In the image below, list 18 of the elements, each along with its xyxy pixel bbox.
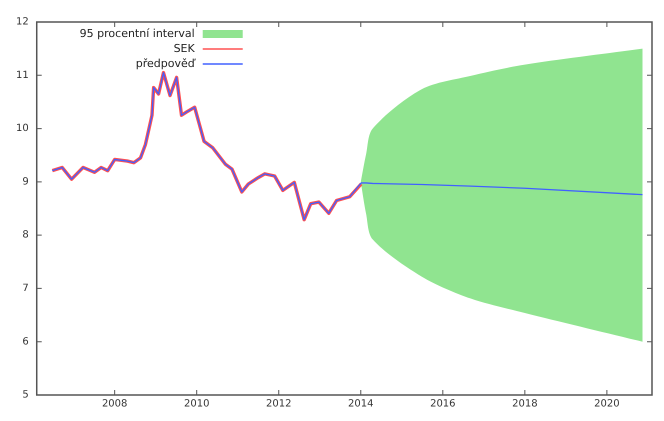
y-tick-label: 9 <box>22 176 29 188</box>
x-tick-label: 2020 <box>594 398 620 410</box>
y-tick-label: 7 <box>22 283 29 294</box>
y-tick-label: 12 <box>16 16 29 28</box>
x-tick-label: 2014 <box>348 398 374 410</box>
x-tick-label: 2010 <box>184 398 210 410</box>
x-tick-label: 2008 <box>102 398 128 410</box>
y-tick-label: 11 <box>16 70 29 81</box>
x-tick-label: 2012 <box>266 398 292 410</box>
legend-label: předpověď <box>136 56 197 70</box>
y-tick-label: 8 <box>22 230 29 241</box>
y-tick-label: 10 <box>16 123 29 134</box>
x-tick-label: 2018 <box>512 398 538 410</box>
x-tick-label: 2016 <box>430 398 456 410</box>
legend-label: 95 procentní interval <box>80 26 195 40</box>
y-tick-label: 6 <box>22 336 29 348</box>
legend-label: SEK <box>174 42 196 55</box>
y-tick-label: 5 <box>22 390 29 401</box>
